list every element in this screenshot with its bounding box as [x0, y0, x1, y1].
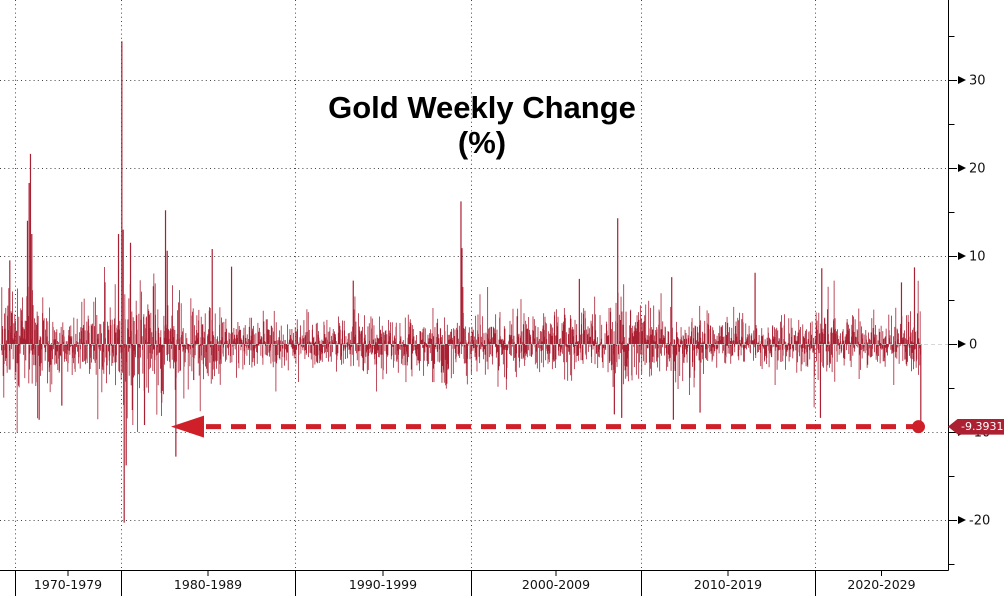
gridlines: [0, 0, 948, 570]
notable-spike-bars: [9, 41, 922, 523]
x-decade-label: 2000-2009: [522, 577, 590, 592]
x-decade-label: 2020-2029: [847, 577, 915, 592]
y-tick-arrow-icon: [958, 164, 966, 172]
chart-title-line2: (%): [457, 125, 507, 160]
y-tick-label: 30: [969, 74, 986, 89]
y-tick-label: 0: [969, 338, 977, 353]
chart-title: Gold Weekly Change (%): [252, 90, 712, 160]
y-tick-label: -20: [969, 514, 990, 529]
annotation-arrowhead-icon: [171, 415, 204, 438]
x-decade-label: 2010-2019: [694, 577, 762, 592]
axes: [0, 0, 949, 571]
x-decade-label: 1980-1989: [174, 577, 242, 592]
chart-title-line1: Gold Weekly Change: [328, 90, 636, 125]
annotation-arrow: [171, 415, 925, 438]
annotation-endpoint-dot: [912, 420, 925, 434]
y-tick-arrow-icon: [958, 516, 966, 524]
y-tick-arrow-icon: [958, 340, 966, 348]
x-axis: 1970-1979 1980-1989 1990-1999 2000-2009 2010…: [15, 570, 916, 596]
x-decade-label: 1970-1979: [34, 577, 102, 592]
y-tick-arrow-icon: [958, 76, 966, 84]
x-decade-label: 1990-1999: [349, 577, 417, 592]
y-tick-label: 10: [969, 250, 986, 265]
y-tick-arrow-icon: [958, 252, 966, 260]
last-value-tag: -9.3931: [948, 418, 1004, 435]
y-tick-label: 20: [969, 162, 986, 177]
